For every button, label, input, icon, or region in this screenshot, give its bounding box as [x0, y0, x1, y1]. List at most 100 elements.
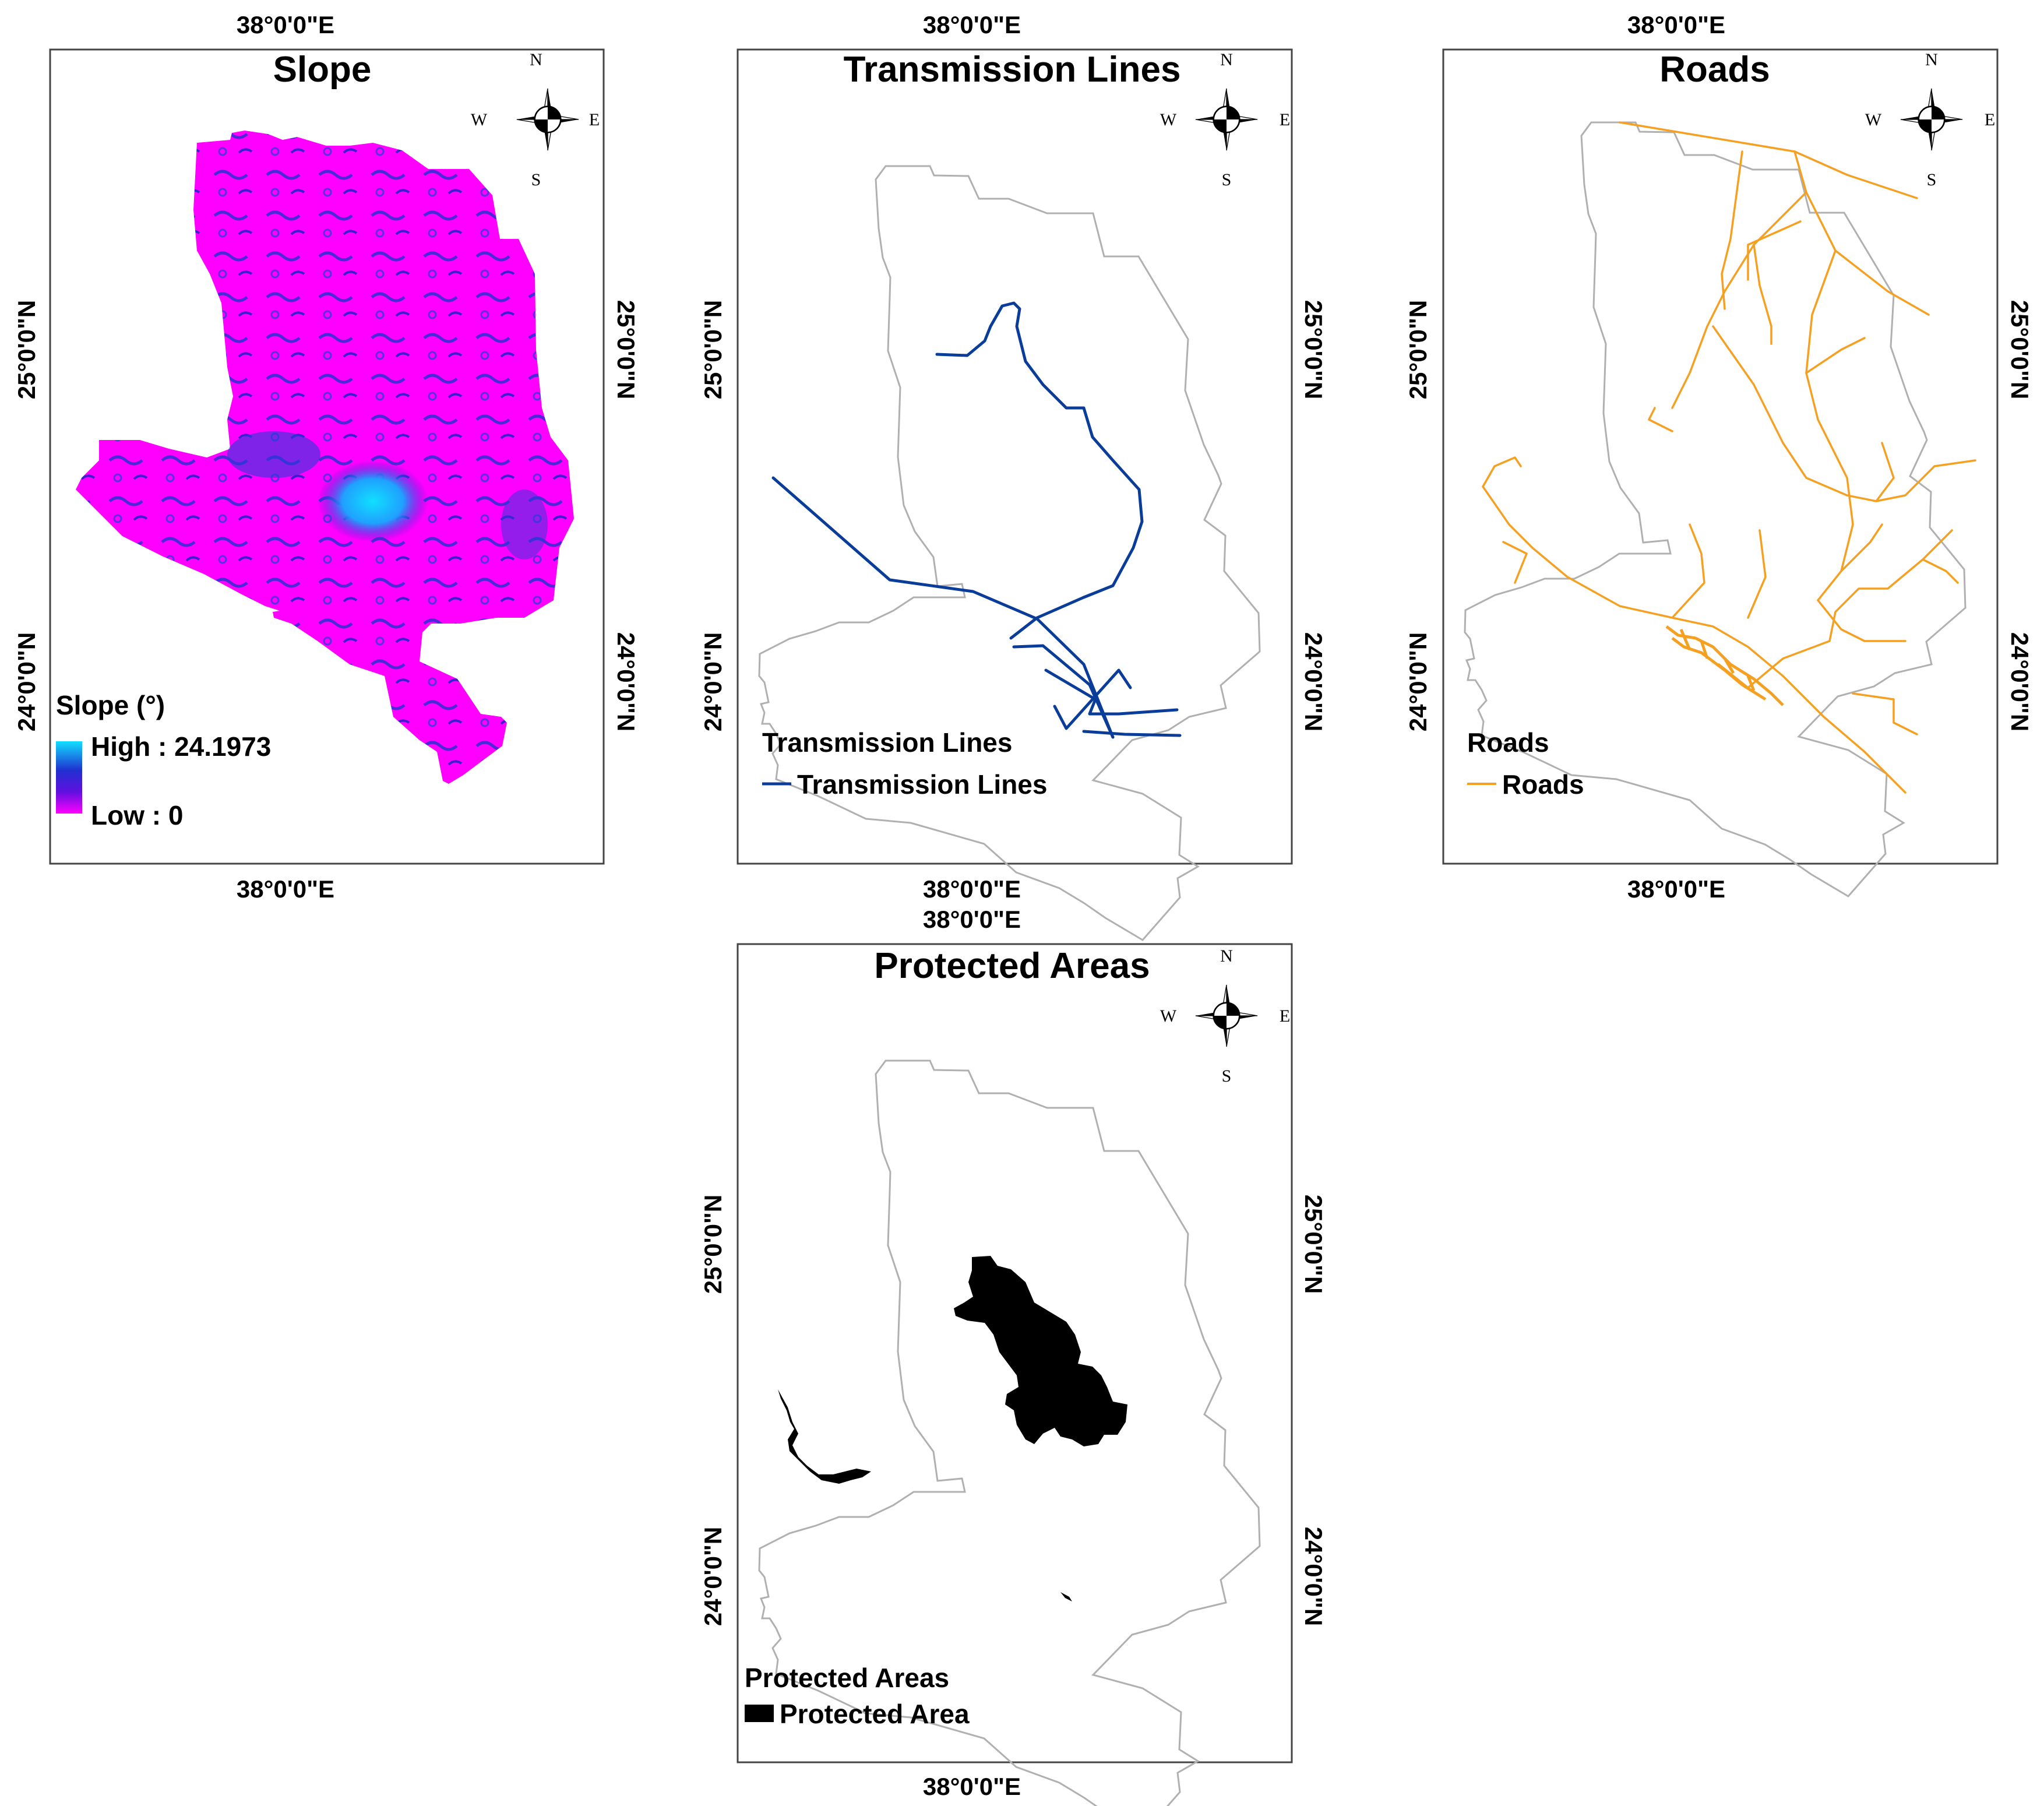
protected-area-coastal: [778, 1389, 871, 1484]
protected-title: Protected Areas: [874, 946, 1150, 986]
roads-top-lon: 38°0'0"E: [1627, 11, 1725, 38]
roads-title: Roads: [1659, 50, 1770, 90]
slope-right-lat-lower: 24°0'0"N: [612, 632, 640, 731]
roads-left-lat-upper: 25°0'0"N: [1404, 300, 1432, 399]
compass-n: N: [1220, 946, 1233, 966]
transmission-top-lon: 38°0'0"E: [923, 11, 1021, 38]
slope-compass: N S E W: [471, 50, 600, 189]
transmission-legend-item: Transmission Lines: [797, 769, 1047, 800]
compass-n: N: [1925, 50, 1938, 69]
slope-legend-ramp: [56, 741, 82, 814]
road-segment: [1840, 523, 1883, 572]
compass-n: N: [1220, 50, 1233, 69]
protected-panel: Protected Areas N S E W Protected Areas …: [699, 906, 1327, 1806]
roads-right-lat-lower: 24°0'0"N: [2006, 632, 2034, 731]
roads-bottom-lon: 38°0'0"E: [1627, 875, 1725, 903]
transmission-bottom-lon: 38°0'0"E: [923, 875, 1021, 903]
transmission-line-branch-a: [1012, 644, 1115, 739]
transmission-right-lat-upper: 25°0'0"N: [1300, 300, 1327, 399]
road-segment: [1671, 637, 1767, 701]
protected-legend-swatch: [745, 1705, 774, 1722]
slope-raster: [76, 131, 574, 784]
slope-bottom-lon: 38°0'0"E: [237, 875, 334, 903]
slope-legend-high: High : 24.1973: [91, 731, 271, 762]
transmission-left-lat-lower: 24°0'0"N: [699, 632, 727, 731]
compass-e: E: [589, 110, 600, 129]
roads-panel: Roads N S E W Roads Roads 38°0'0"E 38°0'…: [1404, 11, 2034, 903]
road-segment: [1502, 541, 1528, 584]
road-segment: [1482, 456, 1522, 488]
slope-left-lat-lower: 24°0'0"N: [13, 632, 40, 731]
transmission-legend-title: Transmission Lines: [762, 727, 1012, 758]
compass-w: W: [1160, 110, 1177, 129]
slope-legend-low: Low : 0: [91, 800, 183, 830]
compass-s: S: [1222, 1066, 1232, 1086]
road-segment: [1665, 625, 1784, 706]
compass-n: N: [530, 50, 542, 69]
road-segment: [1805, 337, 1866, 374]
transmission-compass: N S E W: [1160, 50, 1290, 189]
transmission-line-west: [771, 476, 1115, 739]
slope-ridge-east: [501, 490, 548, 559]
transmission-left-lat-upper: 25°0'0"N: [699, 300, 727, 399]
compass-e: E: [1280, 110, 1290, 129]
protected-compass: N S E W: [1160, 946, 1290, 1086]
road-segment: [1817, 599, 1906, 642]
protected-area-small: [1060, 1592, 1072, 1601]
slope-ridge-west: [227, 431, 320, 478]
transmission-line-north: [935, 301, 1144, 640]
road-segment: [1805, 249, 1854, 601]
roads-right-lat-upper: 25°0'0"N: [2006, 300, 2034, 399]
transmission-frame: [736, 48, 1293, 865]
road-segment: [1482, 485, 1906, 794]
protected-legend-item: Protected Area: [780, 1699, 970, 1729]
transmission-panel: Transmission Lines N S E W Transmission …: [699, 11, 1327, 941]
slope-title: Slope: [273, 50, 372, 90]
transmission-line-branch-d: [1053, 668, 1132, 730]
transmission-right-lat-lower: 24°0'0"N: [1300, 632, 1327, 731]
compass-w: W: [1160, 1006, 1177, 1026]
compass-w: W: [471, 110, 488, 129]
slope-left-lat-upper: 25°0'0"N: [13, 300, 40, 399]
roads-left-lat-lower: 24°0'0"N: [1404, 632, 1432, 731]
roads-compass: N S E W: [1865, 50, 1995, 189]
road-segment: [1852, 692, 1918, 735]
road-segment: [1679, 629, 1756, 691]
road-urban-cluster: [1665, 625, 1784, 706]
road-segment: [1721, 150, 1743, 310]
roads-legend-item: Roads: [1502, 769, 1584, 800]
protected-area-main: [954, 1256, 1127, 1446]
road-segment: [1671, 191, 1807, 409]
road-network: [1482, 121, 1976, 794]
road-segment: [1718, 558, 1924, 689]
protected-right-lat-lower: 24°0'0"N: [1300, 1527, 1327, 1626]
road-segment: [1747, 220, 1802, 281]
compass-s: S: [1927, 170, 1937, 189]
compass-s: S: [531, 170, 541, 189]
protected-legend-title: Protected Areas: [745, 1663, 949, 1693]
slope-right-lat-upper: 25°0'0"N: [612, 300, 640, 399]
compass-e: E: [1985, 110, 1995, 129]
transmission-line-branch-b: [1044, 668, 1179, 716]
road-segment: [1875, 442, 1895, 502]
protected-right-lat-upper: 25°0'0"N: [1300, 1195, 1327, 1294]
compass-w: W: [1865, 110, 1882, 129]
slope-panel: Slope N S E W Slope (°) High : 24.1973 L…: [13, 11, 640, 903]
roads-legend-title: Roads: [1467, 727, 1549, 758]
road-segment: [1712, 325, 1976, 502]
road-segment: [1671, 523, 1705, 619]
road-segment: [1753, 244, 1772, 345]
compass-s: S: [1222, 170, 1232, 189]
slope-high-zone: [318, 460, 428, 542]
road-segment: [1747, 529, 1767, 619]
protected-top-lon: 38°0'0"E: [923, 906, 1021, 933]
compass-e: E: [1280, 1006, 1290, 1026]
transmission-lines: [771, 301, 1182, 739]
protected-bottom-lon: 38°0'0"E: [923, 1773, 1021, 1800]
road-segment: [1648, 407, 1673, 432]
transmission-title: Transmission Lines: [844, 50, 1181, 90]
slope-legend-title: Slope (°): [56, 690, 165, 720]
road-segment: [1922, 529, 1959, 584]
transmission-line-branch-c: [1082, 730, 1182, 737]
